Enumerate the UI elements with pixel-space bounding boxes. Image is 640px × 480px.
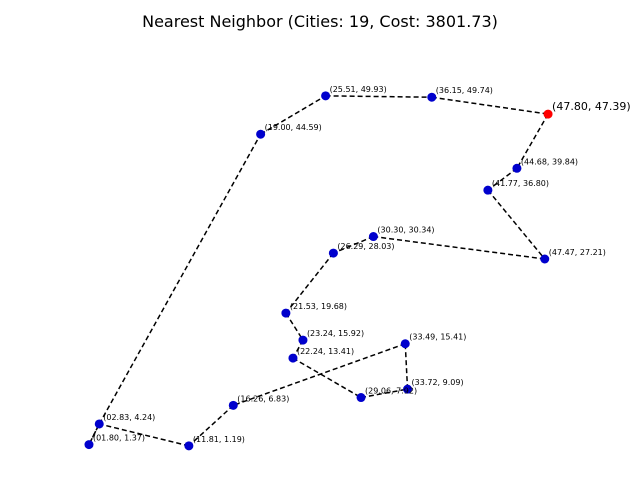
- route-edges: [88, 95, 549, 447]
- route-edge: [233, 343, 406, 407]
- city-point: [356, 393, 366, 403]
- city-point: [400, 339, 410, 349]
- route-edge: [373, 235, 545, 260]
- city-point: [288, 353, 298, 363]
- city-label: (25.51, 49.93): [330, 85, 387, 94]
- route-edge: [260, 95, 326, 135]
- city-point: [321, 91, 331, 101]
- chart-title: Nearest Neighbor (Cities: 19, Cost: 3801…: [142, 12, 498, 31]
- city-label: (44.68, 39.84): [521, 157, 578, 166]
- route-edge: [292, 357, 362, 399]
- city-label: (11.81, 1.19): [193, 435, 245, 444]
- route-edge: [325, 95, 432, 98]
- city-label: (16.26, 6.83): [237, 394, 289, 403]
- city-label: (22.24, 13.41): [297, 347, 354, 356]
- city-labels: (47.80, 47.39) (44.68, 39.84) (41.77, 36.8…: [93, 85, 631, 444]
- route-edge: [431, 96, 549, 115]
- city-label: (30.30, 30.34): [377, 226, 434, 235]
- city-label: (41.77, 36.80): [492, 179, 549, 188]
- route-edge: [333, 235, 374, 254]
- route-edge: [285, 252, 334, 314]
- city-label: (26.29, 28.03): [337, 242, 394, 251]
- city-point: [540, 254, 550, 264]
- city-point: [512, 163, 522, 173]
- route-edge: [487, 167, 518, 191]
- city-point: [483, 185, 493, 195]
- city-label: (29.06, 7.92): [365, 387, 417, 396]
- route-edge: [404, 343, 409, 390]
- city-point: [184, 441, 194, 451]
- city-label: (36.15, 49.74): [436, 86, 493, 95]
- start-city-point: [543, 109, 553, 119]
- route-edge: [487, 189, 546, 260]
- route-edge: [285, 312, 304, 341]
- city-point: [94, 419, 104, 429]
- city-point: [256, 129, 266, 139]
- route-edge: [98, 133, 262, 425]
- route-edge: [99, 423, 190, 447]
- city-label: (19.00, 44.59): [265, 123, 322, 132]
- city-point: [298, 335, 308, 345]
- city-label: (47.80, 47.39): [552, 100, 631, 113]
- city-label: (01.80, 1.37): [93, 434, 145, 443]
- city-points: [84, 91, 553, 451]
- city-label: (33.72, 9.09): [412, 378, 464, 387]
- city-point: [281, 308, 291, 318]
- city-point: [228, 400, 238, 410]
- city-point: [84, 440, 94, 450]
- city-label: (23.24, 15.92): [307, 329, 364, 338]
- city-label: (47.47, 27.21): [549, 248, 606, 257]
- city-label: (02.83, 4.24): [103, 413, 155, 422]
- route-edge: [516, 113, 549, 169]
- city-point: [403, 384, 413, 394]
- city-label: (33.49, 15.41): [409, 333, 466, 342]
- city-label: (21.53, 19.68): [290, 302, 347, 311]
- city-point: [328, 248, 338, 258]
- city-point: [368, 232, 378, 242]
- city-point: [427, 92, 437, 102]
- route-edge: [188, 404, 234, 447]
